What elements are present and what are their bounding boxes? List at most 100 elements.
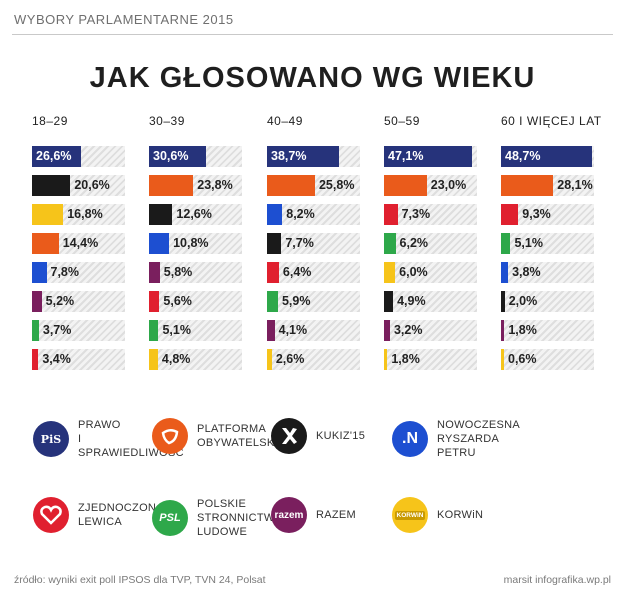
bar-track [149, 291, 242, 312]
bar-track [501, 233, 594, 254]
legend-item-psl: PSL POLSKIE STRONNICTWO LUDOWE [152, 497, 297, 539]
bar-value-label: 3,7% [42, 323, 72, 337]
bar-value-label: 5,6% [163, 294, 192, 308]
kukiz-logo-icon [271, 418, 307, 454]
bar-value-label: 25,8% [318, 178, 355, 192]
bar-track [384, 349, 477, 370]
bar-value-label: 5,2% [45, 294, 75, 308]
bar-track [384, 204, 477, 225]
po-logo-icon [152, 418, 188, 454]
bar-value-label: 2,0% [508, 294, 538, 308]
bar-pis [384, 146, 472, 167]
bar-track [267, 204, 360, 225]
bar-kukiz [384, 291, 394, 312]
bar-razem [32, 291, 42, 312]
legend-item-po: PLATFORMA OBYWATELSKA [152, 418, 297, 454]
bar-nowoczesna [149, 233, 170, 254]
legend-item-nowoczesna: .N NOWOCZESNA RYSZARDA PETRU [392, 418, 537, 460]
bar-track [501, 349, 594, 370]
bar-track [501, 204, 594, 225]
age-group-label: 60 I WIĘCEJ LAT [501, 114, 602, 128]
age-group-label: 50–59 [384, 114, 420, 128]
legend-item-korwin: KORWiN KORWiN [392, 497, 537, 533]
chart-title: JAK GŁOSOWANO WG WIEKU [89, 62, 536, 94]
bar-value-label: 3,2% [393, 323, 423, 337]
bar-track [267, 262, 360, 283]
bar-value-label: 28,1% [557, 178, 593, 192]
bar-korwin [149, 349, 158, 370]
bar-zl [32, 349, 39, 370]
bar-track [149, 320, 242, 341]
bar-po [149, 175, 194, 196]
source-note: źródło: wyniki exit poll IPSOS dla TVP, … [14, 574, 266, 586]
bar-value-label: 0,6% [508, 352, 537, 366]
bar-psl [149, 320, 159, 341]
bar-value-label: 5,1% [162, 323, 191, 337]
bar-pis [501, 146, 592, 167]
bar-track [384, 262, 477, 283]
bar-nowoczesna [267, 204, 283, 225]
bar-zl [501, 204, 519, 225]
bar-value-label: 2,6% [275, 352, 305, 366]
legend-item-razem: razem RAZEM [271, 497, 416, 533]
bar-value-label: 23,8% [197, 178, 233, 192]
header-divider [12, 34, 613, 35]
bar-track [384, 291, 477, 312]
bar-track [149, 349, 242, 370]
bar-value-label: 3,4% [42, 352, 71, 366]
bar-zl [267, 262, 279, 283]
bar-korwin [32, 204, 64, 225]
bar-value-label: 7,3% [401, 207, 431, 221]
bar-kukiz [32, 175, 71, 196]
bar-track [501, 291, 594, 312]
bar-po [32, 233, 59, 254]
bar-track [267, 291, 360, 312]
bar-track [32, 291, 125, 312]
credit-note: marsit infografika.wp.pl [503, 574, 611, 586]
bar-value-label: 9,3% [522, 207, 551, 221]
bar-razem [384, 320, 390, 341]
bar-value-label: 10,8% [173, 236, 209, 250]
bar-value-label: 5,9% [281, 294, 311, 308]
bar-kukiz [267, 233, 282, 254]
bar-kukiz [501, 291, 505, 312]
legend-label: PLATFORMA OBYWATELSKA [197, 423, 283, 449]
bar-nowoczesna [32, 262, 47, 283]
bar-value-label: 26,6% [36, 149, 72, 163]
legend-item-pis: PiS PRAWO I SPRAWIEDLIWOŚĆ [33, 418, 184, 460]
bar-value-label: 3,8% [512, 265, 541, 279]
bar-value-label: 47,1% [388, 149, 424, 163]
bar-value-label: 30,6% [153, 149, 189, 163]
age-group-label: 40–49 [267, 114, 303, 128]
legend-label: POLSKIE STRONNICTWO LUDOWE [197, 498, 284, 538]
pis-logo-icon: PiS [33, 421, 69, 457]
bar-razem [501, 320, 505, 341]
bar-value-label: 5,1% [514, 236, 543, 250]
bar-track [267, 233, 360, 254]
bar-value-label: 4,1% [278, 323, 308, 337]
bar-po [267, 175, 315, 196]
legend-label: RAZEM [316, 509, 356, 521]
bar-psl [384, 233, 396, 254]
bar-razem [267, 320, 275, 341]
bar-track [149, 262, 242, 283]
bar-track [32, 349, 125, 370]
bar-zl [149, 291, 160, 312]
legend-label: ZJEDNOCZONA LEWICA [78, 502, 164, 528]
bar-track [267, 320, 360, 341]
bar-value-label: 1,8% [508, 323, 537, 337]
bar-psl [501, 233, 511, 254]
bar-value-label: 38,7% [271, 149, 307, 163]
bar-value-label: 7,8% [50, 265, 80, 279]
bar-value-label: 7,7% [285, 236, 314, 250]
bar-value-label: 6,2% [399, 236, 429, 250]
bar-value-label: 6,4% [282, 265, 312, 279]
bar-po [501, 175, 554, 196]
bar-psl [267, 291, 278, 312]
legend-item-kukiz: KUKIZ'15 [271, 418, 416, 454]
legend-label: PRAWO I SPRAWIEDLIWOŚĆ [78, 419, 184, 459]
bar-chart: 18–29 26,6% 20,6% 16,8% 14,4% 7,8% 5,2% 3,7% 3,4… [32, 114, 602, 370]
bar-value-label: 5,8% [163, 265, 193, 279]
bar-pis [32, 146, 82, 167]
bar-value-label: 8,2% [286, 207, 315, 221]
